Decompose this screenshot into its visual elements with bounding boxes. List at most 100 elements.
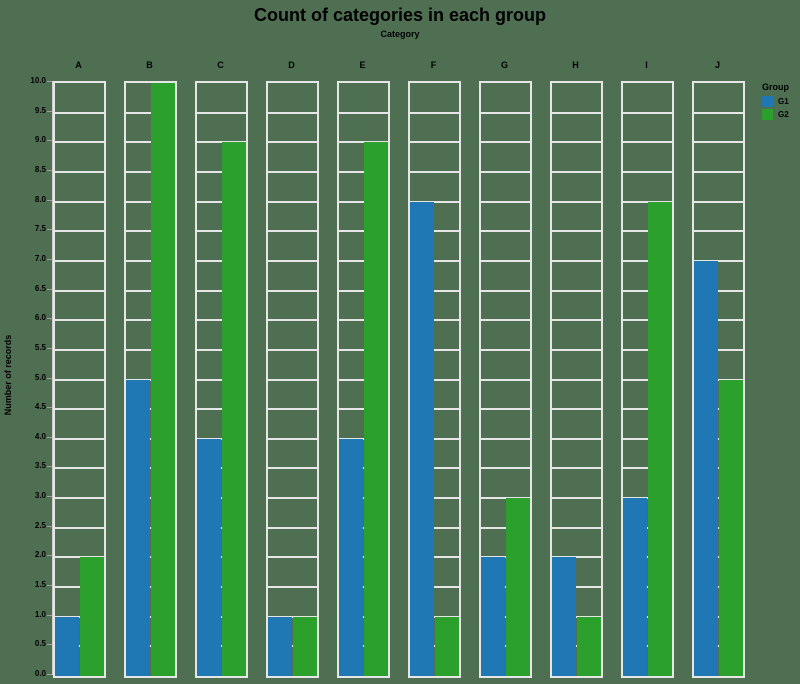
y-tick-label: 3.0 [16, 491, 46, 500]
bar-j-g2[interactable] [719, 380, 743, 677]
gridline [552, 260, 601, 262]
gridline [481, 408, 530, 410]
gridline [694, 201, 743, 203]
y-tick-label: 0.5 [16, 639, 46, 648]
y-tick-label: 2.5 [16, 521, 46, 530]
y-tick-mark [47, 378, 52, 379]
legend-swatch-g1 [762, 96, 773, 107]
gridline [481, 438, 530, 440]
gridline [552, 112, 601, 114]
gridline [55, 141, 104, 143]
bar-j-g1[interactable] [694, 261, 718, 676]
y-tick-mark [47, 615, 52, 616]
gridline [694, 141, 743, 143]
legend-swatch-g2 [762, 109, 773, 120]
facet-panel-d [266, 81, 319, 678]
y-axis-label: Number of records [3, 325, 13, 425]
gridline [481, 112, 530, 114]
facet-label-a: A [53, 60, 104, 70]
gridline [268, 141, 317, 143]
bar-i-g1[interactable] [623, 498, 647, 676]
gridline [268, 260, 317, 262]
y-tick-label: 7.0 [16, 254, 46, 263]
y-tick-mark [47, 318, 52, 319]
gridline [268, 201, 317, 203]
gridline [481, 141, 530, 143]
y-tick-label: 6.5 [16, 284, 46, 293]
y-tick-label: 9.0 [16, 135, 46, 144]
y-tick-mark [47, 111, 52, 112]
bar-a-g1[interactable] [55, 617, 79, 676]
gridline [552, 467, 601, 469]
chart-title: Count of categories in each group [0, 5, 800, 26]
facet-panel-h [550, 81, 603, 678]
y-tick-label: 0.0 [16, 669, 46, 678]
facet-label-j: J [692, 60, 743, 70]
gridline [552, 290, 601, 292]
gridline [55, 319, 104, 321]
y-tick-mark [47, 526, 52, 527]
gridline [694, 230, 743, 232]
gridline [268, 527, 317, 529]
gridline [55, 171, 104, 173]
gridline [268, 349, 317, 351]
bar-b-g2[interactable] [151, 83, 175, 676]
bar-c-g1[interactable] [197, 439, 221, 676]
bar-e-g1[interactable] [339, 439, 363, 676]
gridline [55, 201, 104, 203]
bar-h-g1[interactable] [552, 557, 576, 676]
bar-a-g2[interactable] [80, 557, 104, 676]
gridline [623, 171, 672, 173]
gridline [55, 497, 104, 499]
y-tick-mark [47, 496, 52, 497]
bar-d-g2[interactable] [293, 617, 317, 676]
legend-title: Group [762, 82, 789, 92]
bar-g-g2[interactable] [506, 498, 530, 676]
y-tick-label: 1.0 [16, 610, 46, 619]
bar-f-g1[interactable] [410, 202, 434, 676]
gridline [552, 171, 601, 173]
bar-h-g2[interactable] [577, 617, 601, 676]
gridline [552, 438, 601, 440]
legend-item-g1[interactable]: G1 [762, 95, 789, 108]
gridline [268, 171, 317, 173]
gridline [481, 230, 530, 232]
gridline [552, 497, 601, 499]
y-tick-label: 4.5 [16, 402, 46, 411]
gridline [268, 230, 317, 232]
facet-panel-a [53, 81, 106, 678]
y-tick-mark [47, 585, 52, 586]
bar-i-g2[interactable] [648, 202, 672, 676]
gridline [623, 141, 672, 143]
bar-b-g1[interactable] [126, 380, 150, 677]
facet-label-i: I [621, 60, 672, 70]
y-tick-label: 8.5 [16, 165, 46, 174]
gridline [55, 527, 104, 529]
facet-panel-j [692, 81, 745, 678]
y-tick-mark [47, 170, 52, 171]
gridline [55, 112, 104, 114]
gridline [268, 290, 317, 292]
y-tick-mark [47, 348, 52, 349]
facet-header-title: Category [0, 29, 800, 39]
facet-label-b: B [124, 60, 175, 70]
y-tick-label: 7.5 [16, 224, 46, 233]
y-tick-mark [47, 555, 52, 556]
legend-label-g1: G1 [778, 97, 789, 106]
bar-d-g1[interactable] [268, 617, 292, 676]
y-tick-mark [47, 140, 52, 141]
y-tick-label: 1.5 [16, 580, 46, 589]
y-tick-label: 5.0 [16, 373, 46, 382]
gridline [55, 379, 104, 381]
gridline [552, 141, 601, 143]
gridline [268, 438, 317, 440]
y-tick-mark [47, 81, 52, 82]
legend-item-g2[interactable]: G2 [762, 108, 789, 121]
bar-f-g2[interactable] [435, 617, 459, 676]
bar-e-g2[interactable] [364, 142, 388, 676]
gridline [268, 112, 317, 114]
gridline [268, 497, 317, 499]
bar-g-g1[interactable] [481, 557, 505, 676]
bar-c-g2[interactable] [222, 142, 246, 676]
y-tick-label: 2.0 [16, 550, 46, 559]
